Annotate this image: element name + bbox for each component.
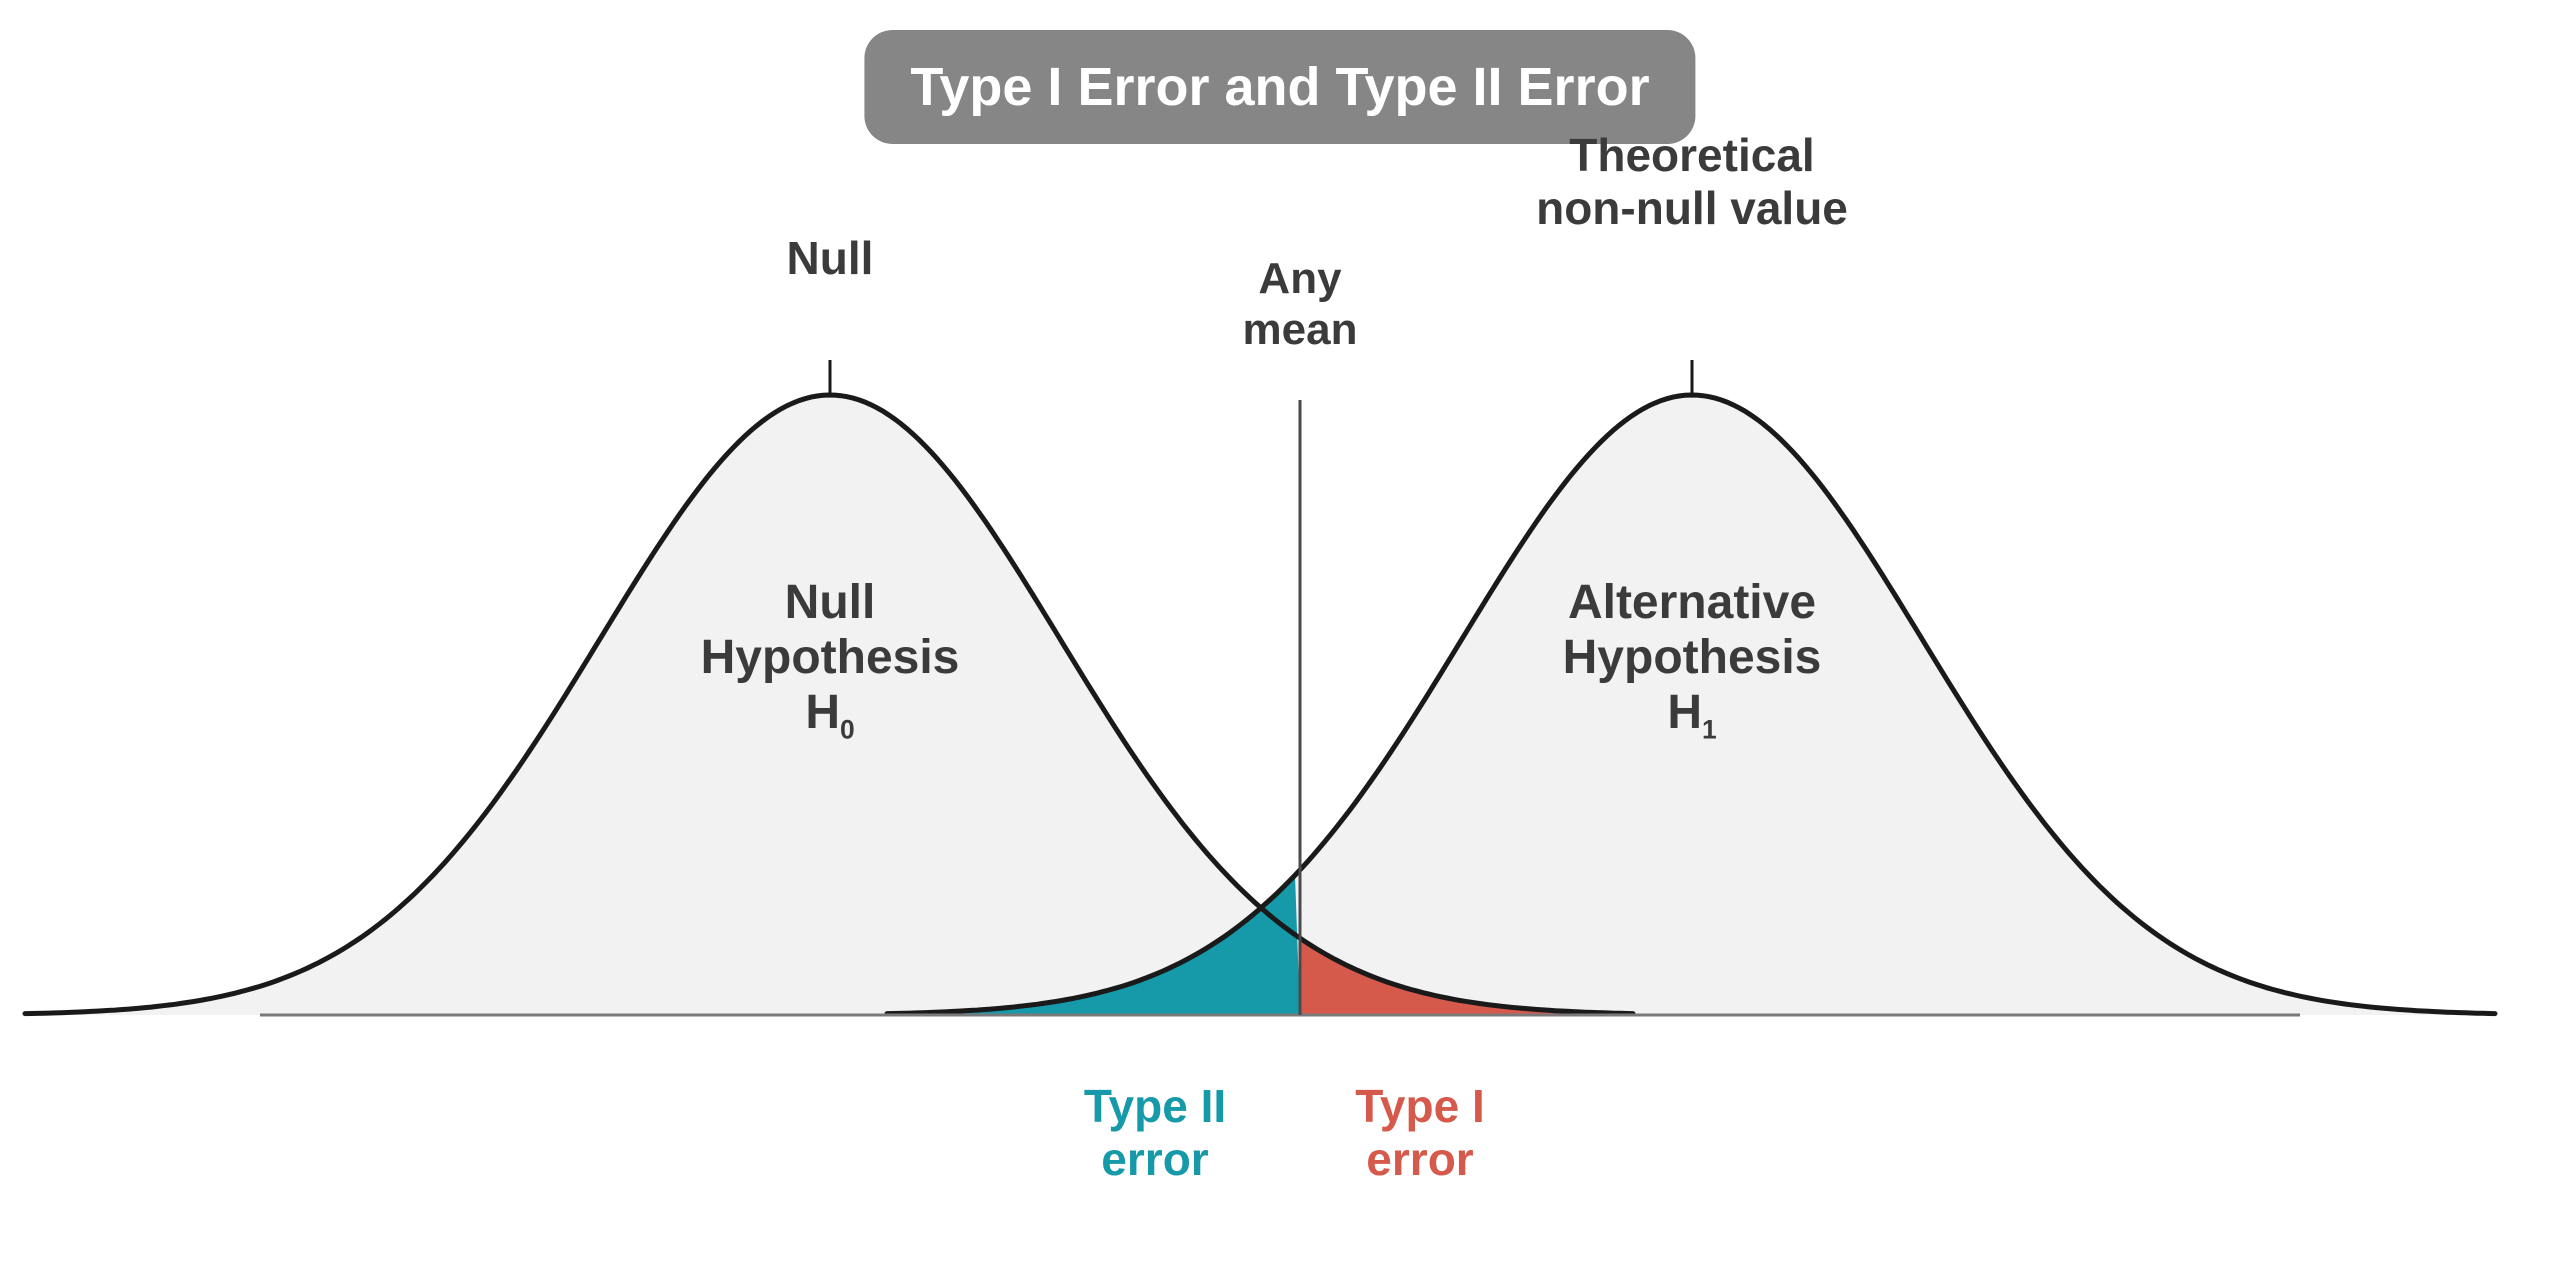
null-body-label: Null Hypothesis H0 [701,575,960,745]
type1-line1: Type I [1355,1080,1485,1132]
alt-body-symbol: H1 [1667,686,1716,739]
any-mean-label: Any mean [1243,254,1358,355]
alt-body-line1: Alternative [1568,576,1816,629]
null-top-text: Null [787,232,874,284]
null-body-line1: Null [785,576,876,629]
alt-top-line2: non-null value [1536,182,1848,234]
type1-line2: error [1366,1133,1473,1185]
null-top-label: Null [787,232,874,285]
type1-below-label: Type I error [1355,1080,1485,1186]
alt-top-label: Theoretical non-null value [1536,129,1848,235]
type2-line1: Type II [1084,1080,1226,1132]
alt-body-label: Alternative Hypothesis H1 [1563,575,1822,745]
error-types-chart [0,0,2560,1280]
title-pill: Type I Error and Type II Error [864,30,1695,144]
type2-below-label: Type II error [1084,1080,1226,1186]
any-mean-line2: mean [1243,304,1358,353]
type2-line2: error [1101,1133,1208,1185]
null-body-line2: Hypothesis [701,631,960,684]
alt-body-line2: Hypothesis [1563,631,1822,684]
any-mean-line1: Any [1258,254,1341,303]
null-body-symbol: H0 [805,686,854,739]
alt-top-line1: Theoretical [1569,129,1814,181]
